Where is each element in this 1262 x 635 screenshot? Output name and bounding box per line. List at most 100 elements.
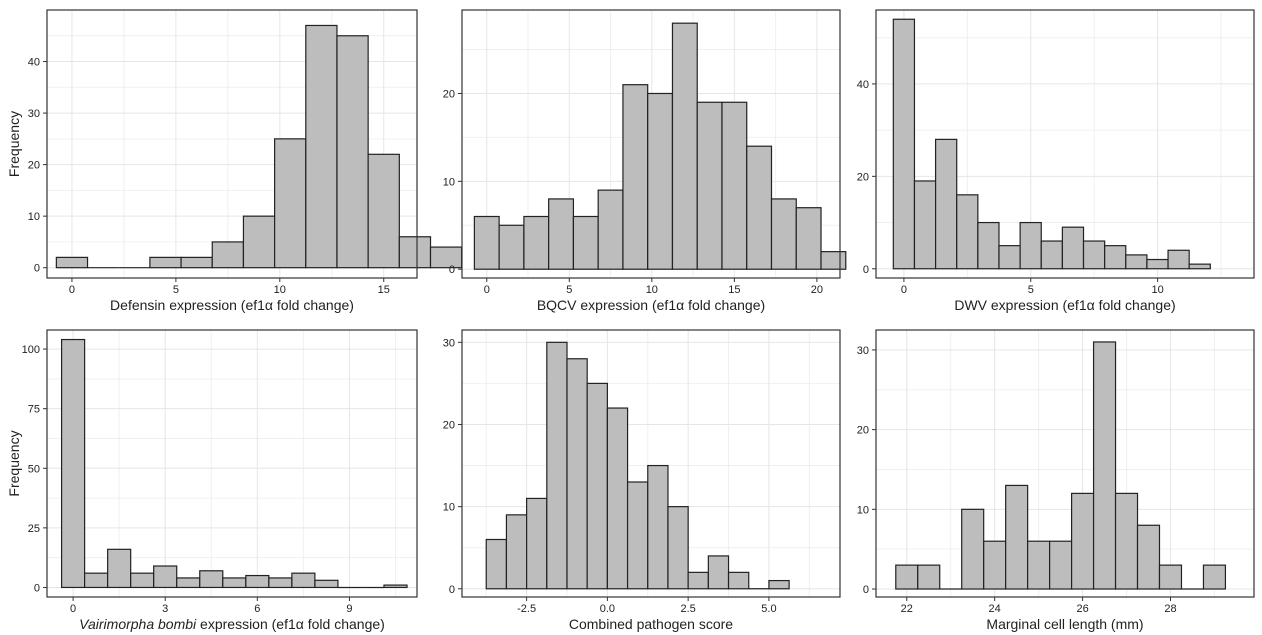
- histogram-bar: [149, 256, 182, 269]
- histogram-bar: [1019, 221, 1042, 270]
- histogram-bar: [526, 497, 548, 590]
- x-tick-label: 5: [1028, 284, 1034, 296]
- histogram-bar: [1027, 540, 1051, 590]
- histogram-bar: [336, 35, 369, 269]
- y-tick-label: 10: [443, 176, 455, 188]
- histogram-bar: [398, 236, 432, 269]
- x-tick-label: 10: [274, 284, 286, 296]
- histogram-bar: [153, 565, 178, 589]
- histogram-bar: [367, 153, 400, 269]
- y-tick-label: 20: [857, 171, 869, 183]
- y-tick-label: 20: [443, 88, 455, 100]
- histogram-bar: [274, 138, 307, 269]
- panel-marginal-cell-histogram: 22 24 26 28 0 10 20 30 Marginal cell length (mm): [857, 329, 1255, 632]
- plot-frame: [461, 9, 841, 279]
- histogram-bar: [586, 382, 608, 590]
- x-tick-label: 6: [254, 603, 260, 615]
- x-tick-label: 20: [811, 284, 823, 296]
- histogram-bar: [485, 538, 508, 590]
- plot-frame: [875, 329, 1255, 598]
- histogram-bar: [222, 577, 247, 589]
- x-axis-title: Combined pathogen score: [569, 616, 733, 632]
- histogram-bar: [1092, 341, 1117, 590]
- plot-frame: [46, 329, 418, 598]
- y-tick-label: 100: [22, 344, 40, 356]
- histogram-bar: [770, 198, 797, 270]
- histogram-bar: [429, 246, 463, 269]
- y-tick-label: 10: [857, 504, 869, 516]
- histogram-bar: [180, 256, 213, 269]
- x-tick-label: 0: [484, 284, 490, 296]
- plot-background: [47, 330, 417, 597]
- y-tick-label: 30: [28, 108, 40, 120]
- histogram-bar: [795, 207, 822, 270]
- histogram-bar: [314, 579, 339, 589]
- x-tick-label: 0: [70, 603, 76, 615]
- histogram-bar: [895, 564, 919, 590]
- plot-frame: [46, 9, 418, 279]
- histogram-bar: [727, 571, 750, 590]
- histogram-bar: [1146, 258, 1169, 270]
- histogram-bar: [245, 574, 270, 589]
- y-tick-label: 20: [857, 425, 869, 437]
- x-axis-title: Vairimorpha bombi expression (ef1α fold …: [79, 616, 385, 632]
- plot-frame: [461, 329, 841, 598]
- x-tick-label: 9: [346, 603, 352, 615]
- histogram-bar: [176, 577, 201, 589]
- histogram-bar: [983, 540, 1007, 590]
- y-axis-title: Frequency: [6, 111, 22, 177]
- x-tick-label: 22: [901, 603, 913, 615]
- histogram-bar: [199, 570, 224, 589]
- histogram-bar: [977, 221, 1000, 270]
- histogram-bar: [721, 101, 748, 270]
- histogram-bar: [55, 256, 89, 269]
- y-tick-label: 10: [443, 502, 455, 514]
- histogram-bar: [597, 189, 624, 270]
- panel-combined-pathogen-histogram: -2.5 0.0 2.5 5.0 0 10 20 30 Combined pathogen sc…: [443, 329, 841, 632]
- histogram-bar: [1158, 564, 1183, 590]
- histogram-bar: [746, 145, 773, 270]
- y-tick-label: 40: [28, 57, 40, 69]
- histogram-bar: [1188, 263, 1211, 270]
- x-tick-label: 10: [1151, 284, 1163, 296]
- histogram-bar: [1070, 492, 1095, 590]
- histogram-bar: [498, 224, 525, 270]
- y-tick-label: 20: [443, 419, 455, 431]
- histogram-bar: [647, 92, 674, 270]
- histogram-bar: [606, 407, 629, 590]
- histogram-bar: [268, 577, 293, 589]
- histogram-bar: [707, 555, 730, 590]
- y-tick-label: 0: [449, 584, 455, 596]
- panel-bqcv-histogram: 0 5 10 15 20 0 10 20 BQCV expression (ef1α fold …: [443, 9, 847, 313]
- x-axis-title: Marginal cell length (mm): [986, 616, 1143, 632]
- y-tick-label: 25: [28, 523, 40, 535]
- x-tick-label: 28: [1164, 603, 1176, 615]
- histogram-bar: [473, 215, 500, 270]
- histogram-bar: [820, 251, 847, 270]
- histogram-bar: [1082, 240, 1106, 270]
- histogram-bar: [505, 514, 528, 590]
- histogram-bar: [696, 101, 723, 270]
- histogram-bar: [1114, 492, 1139, 590]
- x-tick-label: 5.0: [761, 603, 776, 615]
- histogram-bar: [1061, 226, 1085, 270]
- histogram-bar: [892, 18, 916, 270]
- y-tick-label: 0: [863, 264, 869, 276]
- x-axis-title-rest: expression (ef1α fold change): [196, 616, 385, 632]
- y-tick-label: 30: [443, 337, 455, 349]
- histogram-bar: [998, 245, 1021, 270]
- histogram-bar: [913, 180, 937, 270]
- x-tick-label: 15: [378, 284, 390, 296]
- histogram-bar: [622, 84, 649, 270]
- x-axis-title: DWV expression (ef1α fold change): [954, 297, 1175, 313]
- y-tick-label: 0: [34, 582, 40, 594]
- histogram-bar: [934, 138, 958, 270]
- plot-frame: [875, 9, 1255, 279]
- histogram-bar: [1104, 245, 1127, 270]
- panel-defensin-histogram: 0 5 10 15 0 10 20 30 40 Defensin expression (ef1α…: [6, 9, 525, 313]
- x-tick-label: 0.0: [600, 603, 615, 615]
- histogram-bar: [1125, 254, 1148, 270]
- histogram-bar: [1040, 240, 1063, 270]
- histogram-bar: [242, 215, 276, 269]
- y-axis-title: Frequency: [6, 430, 22, 496]
